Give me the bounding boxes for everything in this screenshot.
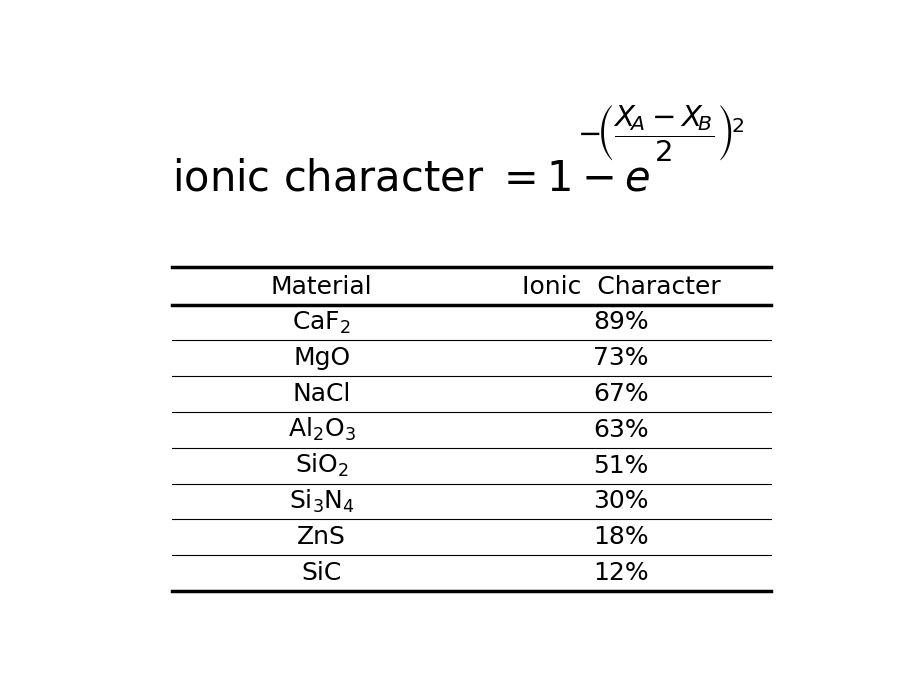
Text: Material: Material: [271, 275, 372, 299]
Text: 51%: 51%: [593, 454, 648, 477]
Text: SiC: SiC: [301, 561, 342, 585]
Text: ionic character $= 1 - e$: ionic character $= 1 - e$: [172, 157, 650, 199]
Text: 89%: 89%: [593, 310, 648, 335]
Text: CaF$_2$: CaF$_2$: [292, 309, 351, 335]
Text: SiO$_2$: SiO$_2$: [294, 452, 348, 480]
Text: $-\!\left(\dfrac{X_{\!A}-X_{\!B}}{2}\right)^{\!2}$: $-\!\left(\dfrac{X_{\!A}-X_{\!B}}{2}\rig…: [576, 104, 743, 164]
Text: Si$_3$N$_4$: Si$_3$N$_4$: [289, 488, 355, 515]
Text: 30%: 30%: [593, 489, 648, 513]
Text: Ionic  Character: Ionic Character: [521, 275, 720, 299]
Text: 63%: 63%: [593, 418, 648, 442]
Text: ZnS: ZnS: [297, 525, 346, 549]
Text: 73%: 73%: [593, 346, 648, 371]
Text: Al$_2$O$_3$: Al$_2$O$_3$: [288, 416, 356, 444]
Text: 12%: 12%: [593, 561, 648, 585]
Text: 18%: 18%: [593, 525, 648, 549]
Text: NaCl: NaCl: [292, 382, 350, 406]
Text: 67%: 67%: [593, 382, 648, 406]
Text: MgO: MgO: [293, 346, 350, 371]
